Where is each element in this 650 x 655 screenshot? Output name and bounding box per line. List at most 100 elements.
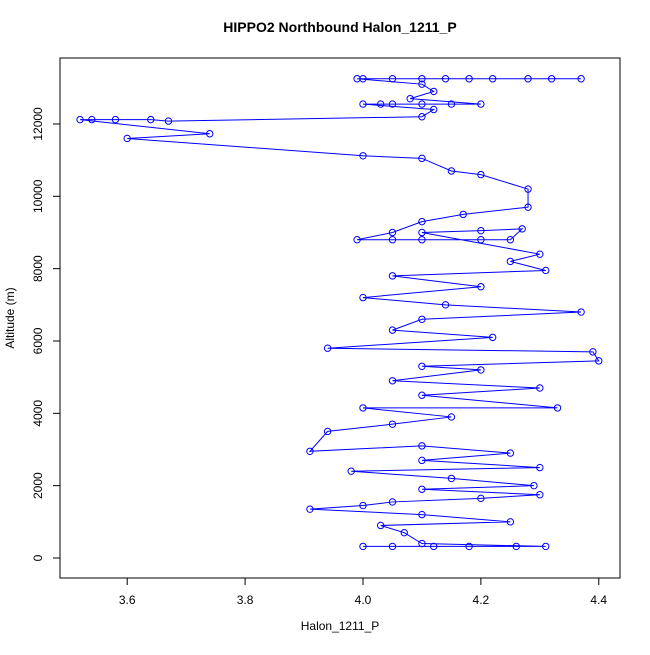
data-point <box>542 266 550 275</box>
data-point <box>477 170 485 179</box>
data-point <box>430 105 438 114</box>
data-point <box>542 542 550 551</box>
data-point <box>512 542 520 551</box>
data-point <box>595 357 603 365</box>
data-point <box>536 491 544 499</box>
x-tick-label: 4.4 <box>590 593 607 607</box>
data-point <box>477 366 485 374</box>
data-point <box>553 404 562 412</box>
data-point <box>388 100 397 108</box>
data-point <box>418 539 426 548</box>
data-point <box>359 501 367 510</box>
data-point <box>347 467 355 475</box>
plot-box <box>59 57 621 579</box>
x-tick-label: 3.8 <box>237 593 254 607</box>
data-point <box>359 75 367 83</box>
data-point <box>359 293 367 302</box>
data-point <box>418 510 426 519</box>
data-point <box>323 344 332 352</box>
data-point <box>518 225 526 233</box>
data-point <box>359 152 367 160</box>
data-point <box>76 115 84 124</box>
data-point <box>506 518 515 526</box>
data-point <box>359 100 367 108</box>
data-point <box>388 542 397 551</box>
data-point <box>447 413 456 421</box>
data-point <box>418 485 426 493</box>
data-point <box>418 80 426 88</box>
data-point <box>418 442 426 450</box>
data-point <box>388 75 397 83</box>
y-tick-label: 2000 <box>31 472 45 499</box>
data-point <box>477 236 485 244</box>
data-point <box>388 498 397 506</box>
data-point <box>147 115 155 124</box>
data-line <box>79 78 600 547</box>
data-point <box>547 75 556 83</box>
data-point <box>359 542 367 551</box>
x-tick-label: 4.2 <box>473 593 490 607</box>
data-point <box>388 236 397 244</box>
data-point <box>418 217 426 226</box>
data-point <box>376 100 385 108</box>
data-point <box>447 100 456 108</box>
data-point <box>441 301 450 309</box>
data-point <box>536 250 544 258</box>
data-point <box>488 333 497 342</box>
data-point <box>536 463 544 472</box>
y-tick-label: 4000 <box>31 400 45 427</box>
data-point <box>418 75 426 83</box>
data-point <box>418 100 426 108</box>
data-point <box>323 427 332 436</box>
data-point <box>388 420 397 428</box>
data-point <box>406 94 414 103</box>
data-point <box>418 154 426 163</box>
data-point <box>477 100 485 108</box>
data-point <box>88 115 96 124</box>
data-point <box>459 210 467 219</box>
data-point <box>206 130 214 138</box>
data-point <box>488 75 497 83</box>
data-point <box>441 75 450 83</box>
data-point <box>506 449 515 457</box>
data-point <box>388 272 397 280</box>
y-tick-label: 10000 <box>31 179 45 213</box>
data-point <box>530 481 538 490</box>
data-point <box>536 384 544 392</box>
data-point <box>306 505 314 513</box>
data-point <box>123 134 131 143</box>
data-point <box>418 113 426 121</box>
data-point <box>418 362 426 371</box>
y-tick-label: 0 <box>31 554 45 561</box>
data-point <box>359 404 367 412</box>
data-point <box>506 257 515 266</box>
data-point <box>465 542 473 551</box>
data-point <box>111 115 120 124</box>
data-point <box>477 226 485 235</box>
x-tick-label: 3.6 <box>119 593 136 607</box>
data-point <box>447 474 456 483</box>
data-point <box>577 75 585 83</box>
x-tick-label: 4.0 <box>355 593 372 607</box>
data-point <box>418 236 426 244</box>
data-point <box>376 521 385 530</box>
data-point <box>477 494 485 503</box>
data-point <box>477 283 485 291</box>
data-point <box>418 391 426 399</box>
data-point <box>164 117 173 125</box>
data-point <box>353 236 361 244</box>
x-axis-label: Halon_1211_P <box>301 619 380 633</box>
y-tick-label: 8000 <box>31 255 45 282</box>
data-point <box>524 75 532 83</box>
data-point <box>418 228 426 237</box>
data-point <box>447 167 456 175</box>
data-point <box>430 542 438 551</box>
data-point <box>430 87 438 96</box>
data-point <box>306 447 314 456</box>
data-point <box>388 326 397 334</box>
y-axis-label: Altitude (m) <box>3 287 17 348</box>
data-point <box>388 228 397 237</box>
data-point <box>353 75 361 83</box>
data-point <box>524 185 532 193</box>
data-point <box>577 308 585 316</box>
